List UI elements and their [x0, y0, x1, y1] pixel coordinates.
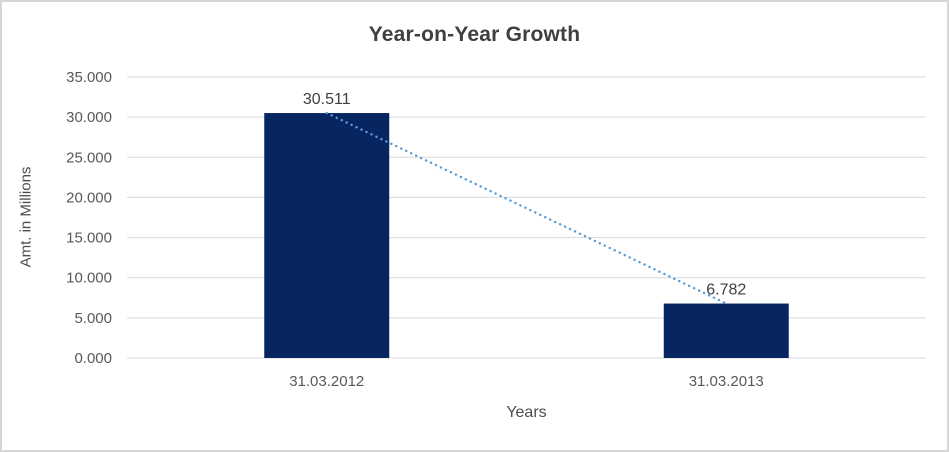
y-tick-label: 35.000 — [66, 69, 112, 86]
y-tick-label: 5.000 — [74, 310, 112, 327]
y-tick-label: 15.000 — [66, 230, 112, 247]
y-tick-label: 0.000 — [74, 350, 112, 367]
category-label: 31.03.2012 — [289, 373, 364, 390]
data-label: 30.511 — [303, 91, 351, 108]
y-tick-label: 25.000 — [66, 149, 112, 166]
y-axis-title: Amt. in Millions — [17, 166, 35, 268]
trendline — [325, 111, 728, 305]
category-label: 31.03.2013 — [689, 373, 764, 390]
data-label: 6.782 — [706, 282, 746, 299]
bar — [264, 113, 390, 359]
y-tick-label: 30.000 — [66, 109, 112, 126]
y-tick-label: 10.000 — [66, 270, 112, 287]
chart-title: Year-on-Year Growth — [368, 23, 581, 46]
x-axis-title: Years — [506, 404, 547, 421]
bar — [663, 303, 789, 358]
y-tick-label: 20.000 — [66, 189, 112, 206]
